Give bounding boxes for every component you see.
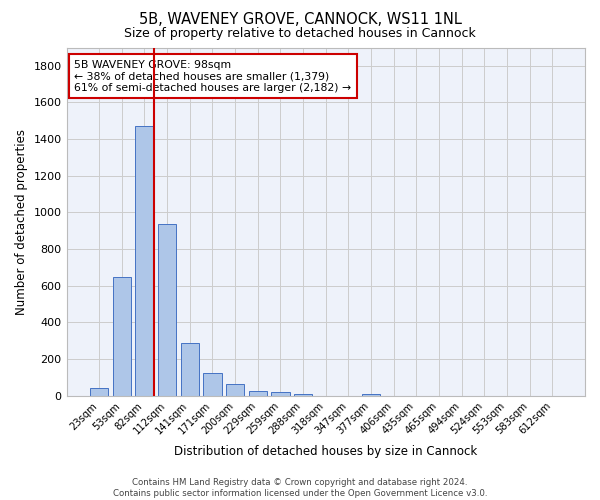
Bar <box>181 342 199 396</box>
Bar <box>362 394 380 396</box>
Bar <box>294 394 312 396</box>
Bar <box>249 391 267 396</box>
Bar <box>158 224 176 396</box>
Bar <box>136 126 154 396</box>
Bar <box>271 392 290 396</box>
Bar <box>203 373 221 396</box>
Bar <box>90 388 108 396</box>
Bar <box>113 276 131 396</box>
X-axis label: Distribution of detached houses by size in Cannock: Distribution of detached houses by size … <box>174 444 478 458</box>
Y-axis label: Number of detached properties: Number of detached properties <box>15 128 28 314</box>
Text: 5B WAVENEY GROVE: 98sqm
← 38% of detached houses are smaller (1,379)
61% of semi: 5B WAVENEY GROVE: 98sqm ← 38% of detache… <box>74 60 352 93</box>
Text: Contains HM Land Registry data © Crown copyright and database right 2024.
Contai: Contains HM Land Registry data © Crown c… <box>113 478 487 498</box>
Text: Size of property relative to detached houses in Cannock: Size of property relative to detached ho… <box>124 28 476 40</box>
Bar <box>226 384 244 396</box>
Text: 5B, WAVENEY GROVE, CANNOCK, WS11 1NL: 5B, WAVENEY GROVE, CANNOCK, WS11 1NL <box>139 12 461 28</box>
